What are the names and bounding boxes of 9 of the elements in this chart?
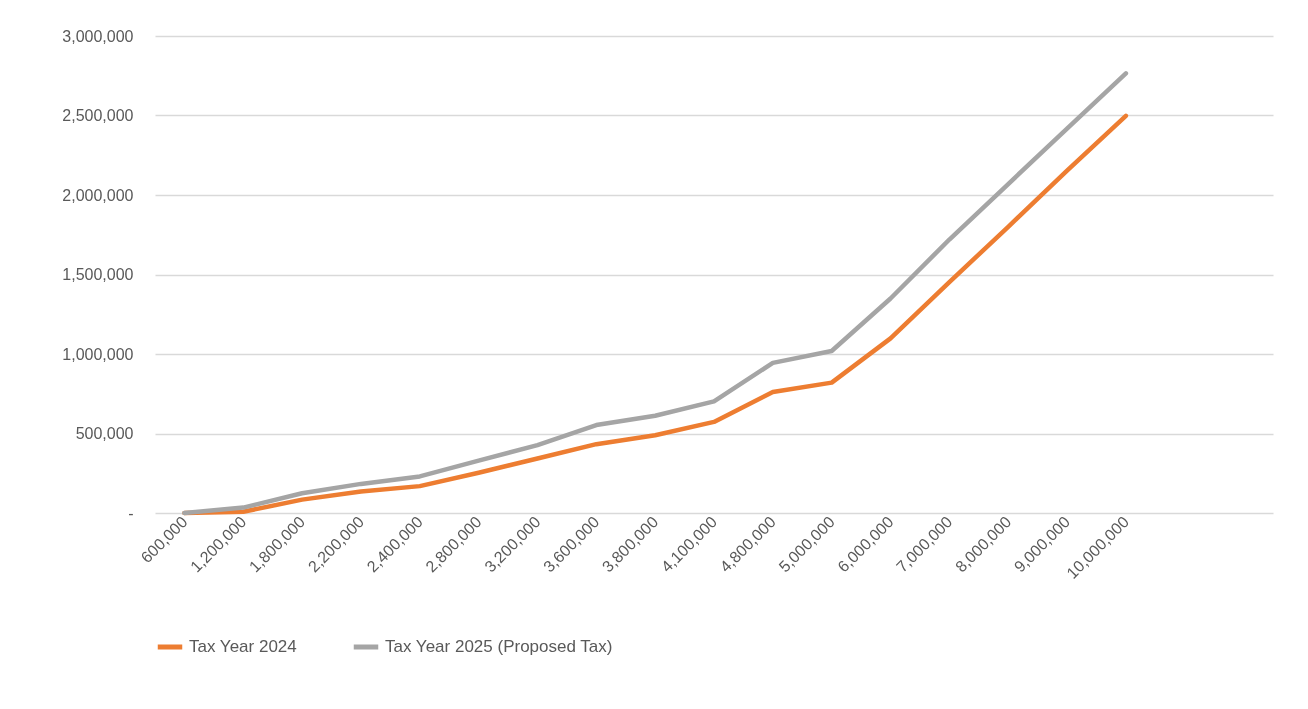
y-tick-label: - bbox=[128, 504, 134, 522]
y-tick-label: 3,000,000 bbox=[62, 27, 134, 45]
y-tick-label: 1,500,000 bbox=[62, 266, 134, 283]
legend-label: Tax Year 2025 (Proposed Tax) bbox=[385, 637, 613, 656]
legend-label: Tax Year 2024 bbox=[189, 637, 297, 656]
y-tick-label: 500,000 bbox=[75, 425, 134, 442]
y-tick-label: 2,000,000 bbox=[62, 186, 134, 204]
y-tick-label: 2,500,000 bbox=[62, 107, 134, 124]
y-tick-label: 1,000,000 bbox=[62, 345, 134, 363]
